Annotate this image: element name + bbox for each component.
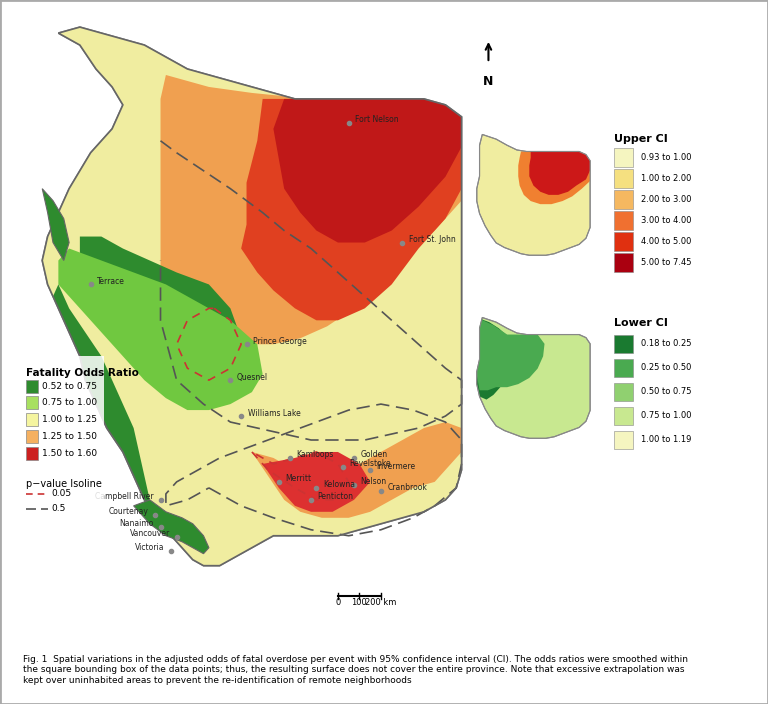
Text: 0.75 to 1.00: 0.75 to 1.00: [641, 411, 691, 420]
Bar: [614, 407, 633, 425]
Text: Fig. 1  Spatial variations in the adjusted odds of fatal overdose per event with: Fig. 1 Spatial variations in the adjuste…: [23, 655, 688, 684]
PathPatch shape: [161, 75, 462, 344]
PathPatch shape: [477, 318, 514, 400]
Bar: [614, 431, 633, 449]
Text: Lower CI: Lower CI: [614, 318, 668, 327]
Text: 0.52 to 0.75: 0.52 to 0.75: [42, 382, 98, 391]
Text: 1.25 to 1.50: 1.25 to 1.50: [42, 432, 98, 441]
FancyBboxPatch shape: [18, 356, 104, 551]
Text: Campbell River: Campbell River: [95, 492, 154, 501]
PathPatch shape: [42, 27, 462, 566]
Bar: [614, 334, 633, 353]
Text: 0.25 to 0.50: 0.25 to 0.50: [641, 363, 691, 372]
Bar: [614, 232, 633, 251]
Bar: [614, 211, 633, 230]
PathPatch shape: [273, 99, 462, 242]
Text: 4.00 to 5.00: 4.00 to 5.00: [641, 237, 691, 246]
Text: Kelowna: Kelowna: [323, 480, 355, 489]
Bar: [614, 170, 633, 188]
PathPatch shape: [477, 318, 545, 390]
PathPatch shape: [42, 189, 69, 260]
PathPatch shape: [80, 237, 241, 368]
Text: 2.00 to 3.00: 2.00 to 3.00: [641, 195, 691, 204]
Text: N: N: [483, 75, 494, 88]
PathPatch shape: [529, 151, 590, 195]
Text: Fort St. John: Fort St. John: [409, 235, 455, 244]
Text: Nelson: Nelson: [360, 477, 386, 486]
Text: Kamloops: Kamloops: [296, 451, 333, 460]
Text: 0.5: 0.5: [51, 504, 66, 513]
Text: 100: 100: [352, 598, 367, 607]
Text: Fatality Odds Ratio: Fatality Odds Ratio: [26, 368, 139, 378]
Text: Invermere: Invermere: [376, 463, 415, 472]
PathPatch shape: [477, 134, 590, 256]
PathPatch shape: [518, 151, 590, 204]
Text: Cranbrook: Cranbrook: [387, 484, 427, 492]
PathPatch shape: [58, 249, 263, 410]
Bar: [614, 382, 633, 401]
Bar: [26, 379, 38, 393]
Text: Fort Nelson: Fort Nelson: [355, 115, 399, 125]
Text: Revelstoke: Revelstoke: [349, 460, 392, 468]
Text: Nanaimo: Nanaimo: [120, 520, 154, 528]
Text: 1.00 to 1.19: 1.00 to 1.19: [641, 435, 691, 444]
Text: 3.00 to 4.00: 3.00 to 4.00: [641, 216, 691, 225]
Text: 200 km: 200 km: [366, 598, 396, 607]
Bar: [26, 413, 38, 426]
Text: 5.00 to 7.45: 5.00 to 7.45: [641, 258, 691, 267]
Text: Merritt: Merritt: [285, 474, 311, 484]
Text: Williams Lake: Williams Lake: [247, 408, 300, 417]
Text: 0.50 to 0.75: 0.50 to 0.75: [641, 387, 691, 396]
Text: 0.75 to 1.00: 0.75 to 1.00: [42, 398, 98, 408]
Text: 0.93 to 1.00: 0.93 to 1.00: [641, 153, 691, 162]
Text: Golden: Golden: [360, 451, 388, 460]
PathPatch shape: [252, 422, 462, 518]
Text: 1.50 to 1.60: 1.50 to 1.60: [42, 448, 98, 458]
Text: 1.00 to 1.25: 1.00 to 1.25: [42, 415, 98, 424]
Text: 1.00 to 2.00: 1.00 to 2.00: [641, 174, 691, 183]
Text: Upper CI: Upper CI: [614, 134, 668, 144]
Bar: [614, 190, 633, 209]
Bar: [26, 446, 38, 460]
Text: 0.05: 0.05: [51, 489, 71, 498]
Text: Terrace: Terrace: [97, 277, 125, 286]
Text: Prince George: Prince George: [253, 337, 306, 346]
PathPatch shape: [48, 284, 155, 518]
Bar: [614, 149, 633, 167]
Text: 0.18 to 0.25: 0.18 to 0.25: [641, 339, 691, 348]
Bar: [614, 358, 633, 377]
Text: 0: 0: [336, 598, 340, 607]
PathPatch shape: [134, 500, 209, 553]
Text: Quesnel: Quesnel: [237, 372, 268, 382]
PathPatch shape: [42, 27, 462, 566]
Text: p−value Isoline: p−value Isoline: [26, 479, 102, 489]
PathPatch shape: [53, 380, 101, 488]
Text: Courtenay: Courtenay: [109, 508, 149, 516]
PathPatch shape: [241, 99, 462, 320]
Text: Vancouver: Vancouver: [130, 529, 170, 539]
PathPatch shape: [263, 452, 370, 512]
Text: Victoria: Victoria: [135, 543, 165, 552]
Text: Penticton: Penticton: [317, 492, 353, 501]
Bar: [614, 253, 633, 272]
Bar: [26, 430, 38, 443]
Bar: [26, 396, 38, 410]
PathPatch shape: [477, 318, 590, 439]
